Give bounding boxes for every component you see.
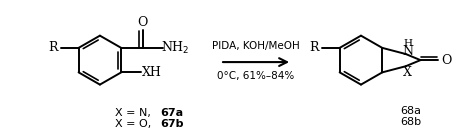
Text: 0°C, 61%–84%: 0°C, 61%–84%	[217, 71, 294, 81]
Text: PIDA, KOH/MeOH: PIDA, KOH/MeOH	[212, 41, 300, 51]
Text: 68a: 68a	[400, 106, 421, 116]
Text: X = N,: X = N,	[115, 108, 154, 118]
Text: 68b: 68b	[400, 117, 421, 127]
Text: 67a: 67a	[160, 108, 183, 118]
Text: O: O	[138, 16, 148, 29]
Text: XH: XH	[142, 66, 162, 79]
Text: O: O	[441, 54, 451, 67]
Text: 67b: 67b	[160, 119, 183, 129]
Text: NH$_2$: NH$_2$	[161, 40, 190, 56]
Text: H: H	[403, 39, 412, 48]
Text: R: R	[48, 41, 58, 54]
Text: R: R	[309, 41, 319, 54]
Text: X: X	[403, 66, 412, 79]
Text: N: N	[402, 45, 413, 58]
Text: X = O,: X = O,	[115, 119, 154, 129]
